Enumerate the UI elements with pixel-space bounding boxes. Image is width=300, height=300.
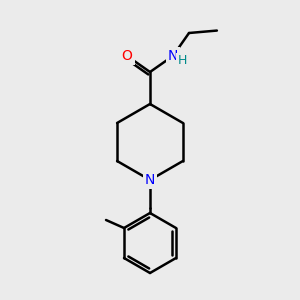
Text: N: N [168,49,178,63]
Text: N: N [145,173,155,187]
Text: H: H [178,54,188,68]
Text: O: O [122,49,133,63]
